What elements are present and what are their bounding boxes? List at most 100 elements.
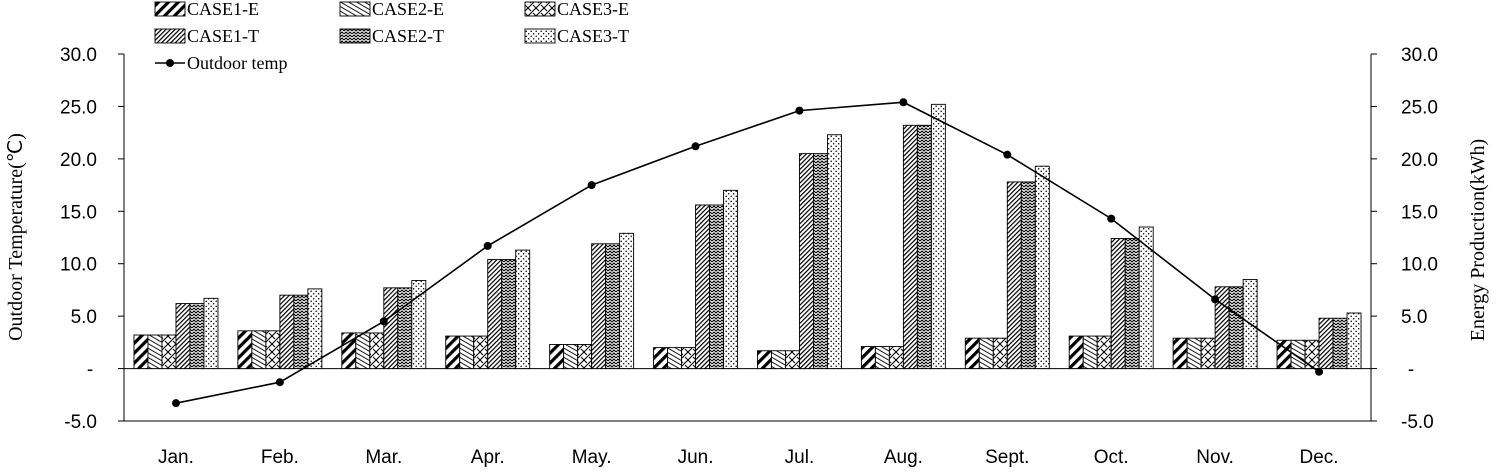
bar-case1-e <box>653 347 668 370</box>
bar-case1-t <box>383 287 399 370</box>
temperature-point <box>379 317 388 326</box>
legend-label: CASE3-E <box>557 0 629 19</box>
bar-case3-e <box>161 334 177 370</box>
bar-case2-e <box>771 350 786 370</box>
bar-case1-t <box>1110 238 1126 370</box>
bar-case1-t <box>799 153 814 370</box>
y-tick-label: - <box>87 360 93 381</box>
y2-axis-title: Energy Production(kWh) <box>1467 139 1489 341</box>
bar-case1-e <box>860 346 876 370</box>
y-tick-label: 10.0 <box>60 255 97 276</box>
bar-case3-t <box>1034 165 1050 370</box>
y2-tick-label: 25.0 <box>1401 97 1438 118</box>
axes <box>123 54 1372 422</box>
x-ticks: Jan. Feb. Mar. Apr. May. Jun. Jul. Aug. Sept. Oct… <box>158 447 1339 468</box>
x-tick-label: Apr. <box>471 447 505 468</box>
x-tick-label: Mar. <box>365 447 402 468</box>
bar-case1-e <box>237 330 253 370</box>
temperature-line <box>171 98 1324 408</box>
bar-case3-t <box>411 280 427 370</box>
bar-case1-t <box>1006 181 1022 370</box>
x-tick-label: Jan. <box>158 447 194 468</box>
bar-case3-t <box>203 297 219 370</box>
bar-case2-t <box>916 124 932 370</box>
y-ticks: 30.0 25.0 20.0 15.0 10.0 5.0 - -5.0 <box>60 45 124 433</box>
bar-case2-e <box>667 347 682 370</box>
y2-tick-label: - <box>1408 360 1414 381</box>
bar-case3-e <box>992 337 1008 370</box>
y-tick-label: 30.0 <box>60 45 97 66</box>
x-tick-label: Feb. <box>261 447 299 468</box>
bar-case2-e <box>355 332 371 370</box>
temperature-point <box>899 98 908 107</box>
y2-tick-label: 5.0 <box>1401 307 1427 328</box>
legend-label: Outdoor temp <box>187 53 288 73</box>
legend-swatch <box>339 28 371 44</box>
bar-case2-t <box>397 287 413 370</box>
bar-case2-e <box>1082 335 1098 370</box>
bar-case1-t <box>175 303 191 370</box>
temperature-point <box>275 378 284 387</box>
y-tick-label: 25.0 <box>60 97 97 118</box>
legend-swatch <box>524 1 556 17</box>
bar-case3-e <box>473 335 489 370</box>
temperature-point <box>1315 367 1324 376</box>
temperature-point <box>691 142 700 151</box>
y-tick-label: -5.0 <box>64 412 97 433</box>
y-axis-title: Outdoor Temperature(℃) <box>5 133 27 341</box>
x-tick-label: Dec. <box>1300 447 1339 468</box>
bar-case2-e <box>563 344 579 370</box>
bar-case2-e <box>1186 337 1202 370</box>
bar-case2-e <box>459 335 475 370</box>
bar-case1-e <box>757 350 772 370</box>
bar-case2-t <box>813 153 828 370</box>
bar-case1-t <box>695 204 710 370</box>
bar-case3-e <box>1096 335 1112 370</box>
bar-case1-e <box>133 334 149 370</box>
temperature-point <box>483 241 492 250</box>
temperature-point <box>1211 295 1220 304</box>
bar-case2-t <box>1228 286 1244 370</box>
bar-case1-e <box>445 335 461 370</box>
x-tick-label: Jun. <box>678 447 714 468</box>
bar-case3-e <box>1200 337 1216 370</box>
bar-case2-t <box>605 243 621 370</box>
bar-case3-t <box>930 103 946 370</box>
x-tick-label: Jul. <box>785 447 815 468</box>
bar-case3-e <box>577 344 593 370</box>
legend-swatch <box>524 28 556 44</box>
bar-case1-t <box>1318 317 1334 370</box>
bar-case1-t <box>487 259 503 370</box>
y2-tick-label: 30.0 <box>1401 45 1438 66</box>
bar-case2-t <box>189 303 205 370</box>
x-tick-label: Aug. <box>884 447 923 468</box>
y2-tick-label: -5.0 <box>1401 412 1434 433</box>
legend-swatch <box>154 28 186 44</box>
bar-case2-e <box>251 330 267 370</box>
temperature-line-path <box>175 101 1320 404</box>
bar-case1-e <box>964 337 980 370</box>
bar-case3-e <box>785 350 800 370</box>
bar-case2-e <box>147 334 163 370</box>
bar-case3-t <box>307 288 323 370</box>
bar-case3-e <box>265 330 281 370</box>
x-tick-label: Oct. <box>1094 447 1129 468</box>
bar-case3-e <box>888 346 904 370</box>
bar-case3-t <box>1346 312 1362 370</box>
temperature-point <box>1107 214 1116 223</box>
temperature-point <box>1003 150 1012 159</box>
bar-case3-e <box>369 332 385 370</box>
y2-ticks: 30.0 25.0 20.0 15.0 10.0 5.0 - -5.0 <box>1371 45 1438 433</box>
y-tick-label: 15.0 <box>60 202 97 223</box>
x-tick-label: Nov. <box>1196 447 1234 468</box>
legend-label: CASE2-E <box>372 0 444 19</box>
bar-case1-t <box>279 294 295 370</box>
bar-case2-t <box>293 294 309 370</box>
legend-swatch <box>339 1 371 17</box>
bars <box>133 103 1362 370</box>
x-tick-label: Sept. <box>985 447 1029 468</box>
bar-case2-t <box>501 259 517 370</box>
x-tick-label: May. <box>572 447 612 468</box>
legend-label: CASE2-T <box>372 26 444 46</box>
